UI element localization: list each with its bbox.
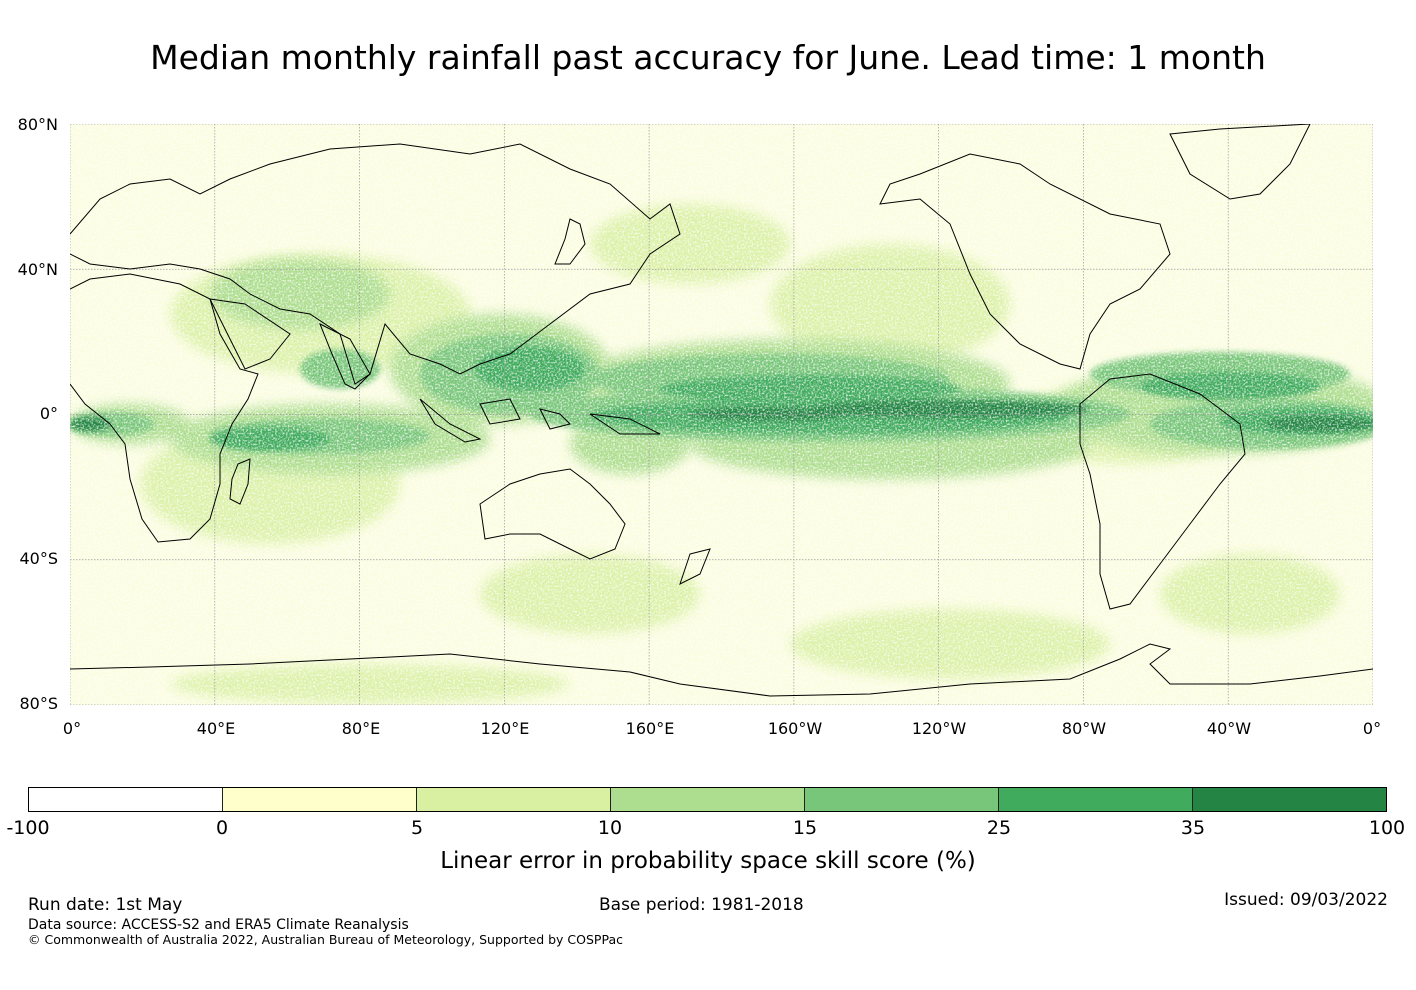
issued-date: Issued: 09/03/2022 [1224, 890, 1388, 910]
lon-label-40e: 40°E [196, 719, 236, 738]
lat-label-40s: 40°S [19, 549, 58, 568]
colorbar-segment-2 [223, 788, 417, 811]
coastlines [70, 124, 1373, 697]
lon-label-80e: 80°E [341, 719, 381, 738]
coastline-indonesia [419, 398, 661, 443]
colorbar-tick-2: 0 [215, 817, 229, 839]
copyright: © Commonwealth of Australia 2022, Austra… [28, 932, 623, 947]
coastline-antarctica [70, 643, 1373, 697]
colorbar-label: Linear error in probability space skill … [440, 848, 976, 874]
data-source: Data source: ACCESS-S2 and ERA5 Climate … [28, 917, 409, 933]
map-canvas [70, 124, 1373, 705]
coastline-south-america [1079, 373, 1246, 610]
chart-title: Median monthly rainfall past accuracy fo… [150, 38, 1266, 77]
colorbar-segment-6 [999, 788, 1193, 811]
colorbar-segment-1 [29, 788, 223, 811]
coastline-india [319, 322, 371, 390]
coastline-north-america [879, 153, 1171, 370]
coastline-japan [554, 218, 586, 265]
lon-label-80w: 80°W [1061, 719, 1107, 738]
lat-label-80s: 80°S [19, 694, 58, 713]
coastline-africa [70, 273, 259, 543]
colorbar-segment-5 [805, 788, 999, 811]
colorbar-tick-6: 25 [986, 817, 1012, 839]
coastline-arabia [209, 298, 291, 370]
lat-label-equator: 0° [39, 404, 58, 423]
colorbar-segment-7 [1193, 788, 1386, 811]
base-period: Base period: 1981-2018 [599, 895, 804, 915]
lon-label-120e: 120°E [480, 719, 530, 738]
run-date: Run date: 1st May [28, 895, 183, 915]
coastline-madagascar [229, 458, 251, 505]
colorbar-tick-8: 100 [1368, 817, 1406, 839]
coastline-australia [479, 468, 626, 560]
map-graticule [70, 124, 1373, 705]
lon-label-0w: 0° [1362, 719, 1382, 738]
coastline-eurasia [70, 143, 681, 385]
lon-label-120w: 120°W [911, 719, 967, 738]
colorbar-tick-7: 35 [1180, 817, 1206, 839]
coastline-greenland [1169, 124, 1311, 200]
colorbar-segment-3 [417, 788, 611, 811]
lat-label-40n: 40°N [17, 260, 58, 279]
lon-label-160e: 160°E [625, 719, 675, 738]
skill-score-map [70, 124, 1373, 705]
colorbar-tick-5: 15 [792, 817, 818, 839]
colorbar-tick-1: -100 [6, 817, 50, 839]
colorbar-tick-3: 5 [410, 817, 424, 839]
coastline-new-zealand [679, 548, 711, 585]
lat-label-80n: 80°N [17, 115, 58, 134]
lon-label-160w: 160°W [767, 719, 823, 738]
lon-label-40w: 40°W [1206, 719, 1252, 738]
colorbar-segment-4 [611, 788, 805, 811]
lon-label-0e: 0° [62, 719, 82, 738]
colorbar [28, 787, 1387, 812]
colorbar-tick-4: 10 [597, 817, 623, 839]
